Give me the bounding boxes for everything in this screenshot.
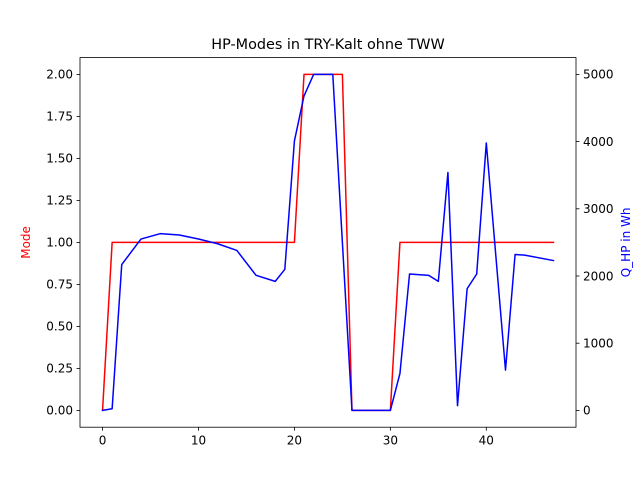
left-y-tick-label: 0.75: [46, 278, 73, 292]
x-axis-ticks: 0 10 20 30 40: [99, 427, 494, 448]
left-y-axis-ticks: 0.00 0.25 0.50 0.75 1.00 1.25 1.50 1.75 2.00: [46, 68, 80, 418]
chart-title: HP-Modes in TRY-Kalt ohne TWW: [211, 37, 444, 53]
series-lines: [101, 73, 555, 412]
right-y-tick-label: 0: [583, 404, 591, 418]
right-y-tick-label: 5000: [583, 68, 614, 82]
right-y-tick-label: 4000: [583, 135, 614, 149]
left-y-tick-label: 1.50: [46, 152, 73, 166]
x-tick-label: 40: [479, 434, 494, 448]
x-tick-label: 0: [99, 434, 107, 448]
right-y-tick-label: 2000: [583, 269, 614, 283]
left-y-tick-label: 1.00: [46, 236, 73, 250]
left-y-tick-label: 1.25: [46, 194, 73, 208]
plot-frame: [79, 57, 577, 428]
left-y-tick-label: 1.75: [46, 110, 73, 124]
left-y-tick-label: 0.50: [46, 320, 73, 334]
right-y-tick-label: 3000: [583, 202, 614, 216]
right-y-axis-ticks: 0 1000 2000 3000 4000 5000: [576, 68, 614, 418]
right-y-tick-label: 1000: [583, 337, 614, 351]
x-tick-label: 10: [191, 434, 206, 448]
x-tick-label: 30: [383, 434, 398, 448]
left-y-tick-label: 2.00: [46, 68, 73, 82]
q-hp-series-line: [101, 73, 555, 412]
right-y-axis-label: Q_HP in Wh: [619, 208, 633, 278]
left-y-axis-label: Mode: [19, 226, 33, 259]
x-tick-label: 20: [287, 434, 302, 448]
left-y-tick-label: 0.25: [46, 362, 73, 376]
left-y-tick-label: 0.00: [46, 404, 73, 418]
